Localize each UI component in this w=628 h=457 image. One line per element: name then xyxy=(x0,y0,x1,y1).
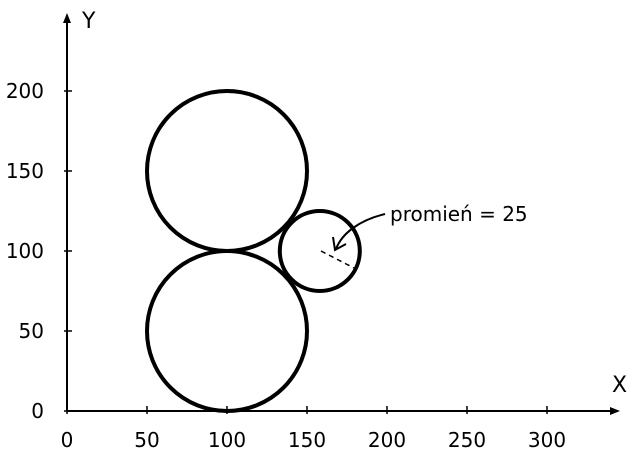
tick-group: 0 50 100 150 200 250 300 0 50 100 150 200 xyxy=(6,79,566,452)
annotation-arrow xyxy=(335,213,386,250)
annotation-arrowhead xyxy=(332,236,347,252)
y-tick-label: 0 xyxy=(31,399,44,423)
y-tick-label: 150 xyxy=(6,159,44,183)
y-axis-label: Y xyxy=(81,9,96,34)
radius-annotation: promień = 25 xyxy=(390,202,528,226)
x-tick-label: 300 xyxy=(528,428,566,452)
y-tick-label: 100 xyxy=(6,239,44,263)
x-tick-label: 50 xyxy=(134,428,159,452)
x-axis-arrowhead xyxy=(610,407,620,415)
circle-group xyxy=(145,89,362,413)
x-axis-label: X xyxy=(612,373,627,398)
circle-shape xyxy=(145,89,309,253)
x-tick-label: 150 xyxy=(288,428,326,452)
x-tick-label: 100 xyxy=(208,428,246,452)
circle-shape xyxy=(145,249,309,413)
y-tick-label: 200 xyxy=(6,79,44,103)
radius-dashed-line xyxy=(320,250,355,269)
y-axis-arrowhead xyxy=(63,13,71,23)
x-tick-label: 200 xyxy=(368,428,406,452)
x-tick-label: 250 xyxy=(448,428,486,452)
y-tick-label: 50 xyxy=(19,319,44,343)
x-tick-label: 0 xyxy=(61,428,74,452)
circle-shape xyxy=(277,209,362,293)
